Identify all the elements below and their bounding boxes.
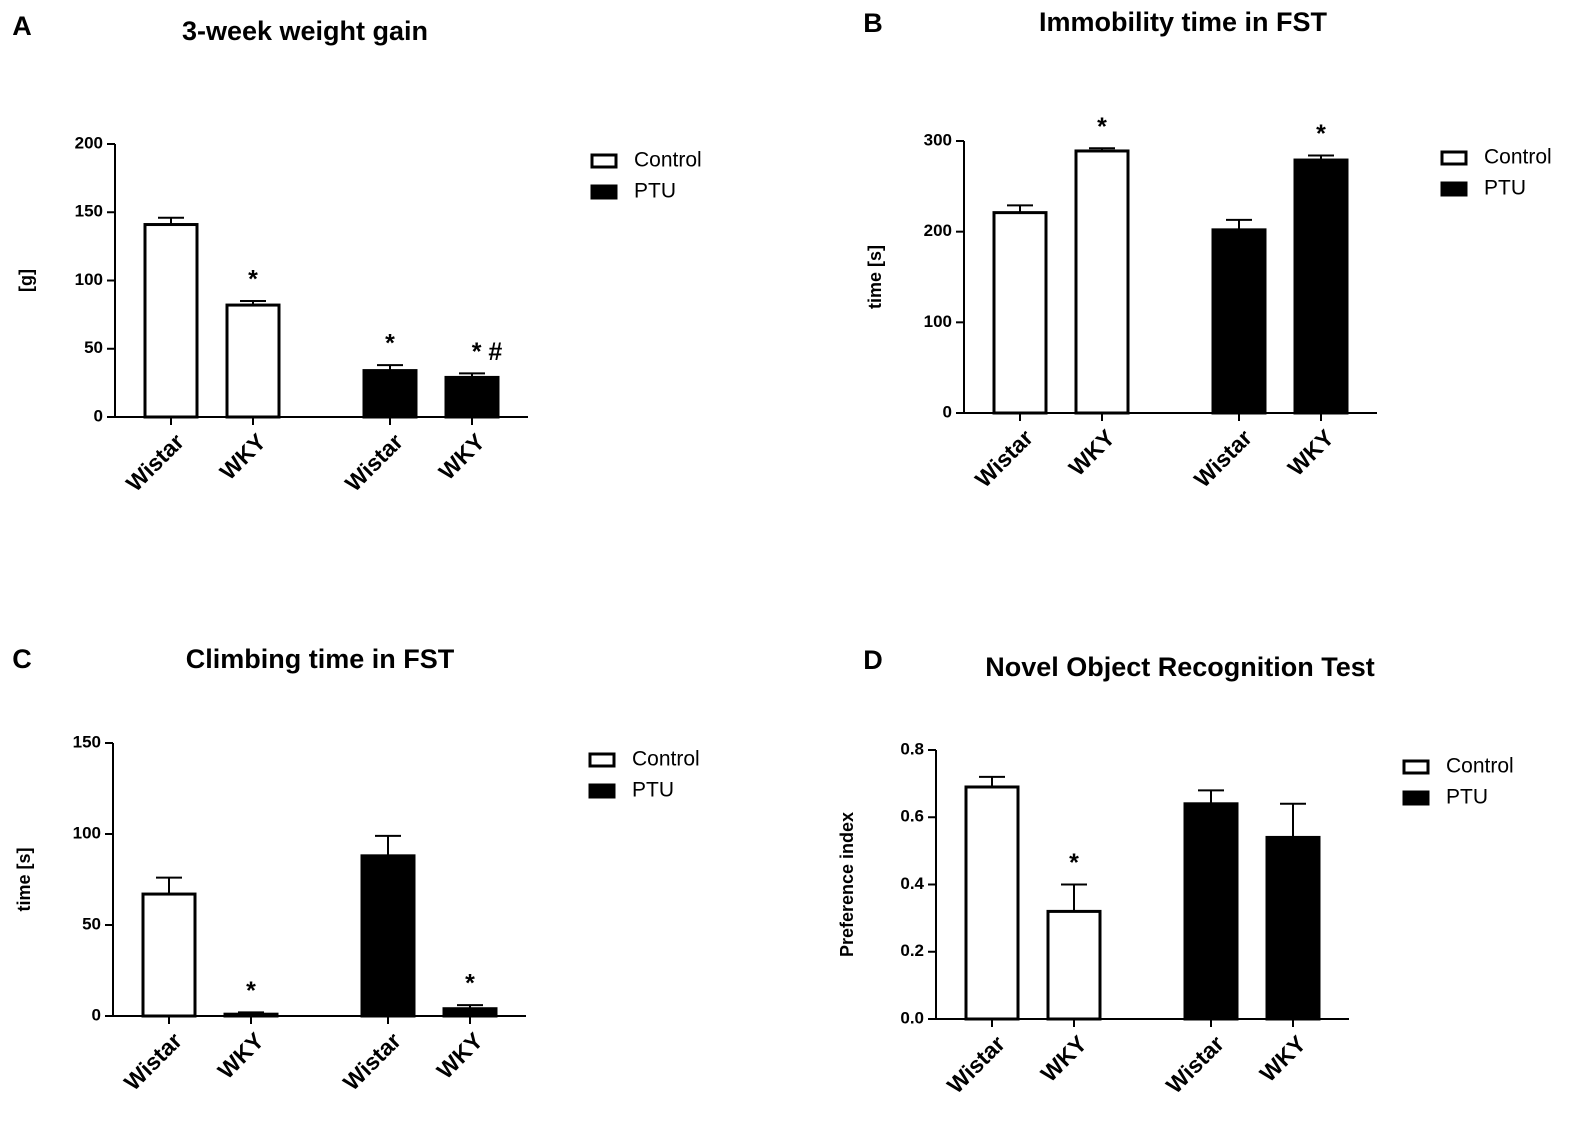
x-tick-label: WKY <box>431 1027 487 1083</box>
bar <box>141 892 197 1018</box>
y-tick-label: 100 <box>924 312 952 331</box>
y-tick-label: 200 <box>924 221 952 240</box>
y-axis-label: Preference index <box>837 812 857 957</box>
y-tick-label: 0 <box>94 406 103 425</box>
legend-label: PTU <box>1484 177 1526 200</box>
bar <box>1265 835 1321 1021</box>
legend-swatch <box>1440 181 1468 197</box>
y-tick-label: 150 <box>73 732 101 751</box>
y-tick-label: 0.4 <box>900 874 924 893</box>
bar <box>225 303 281 419</box>
y-tick-label: 0.6 <box>900 807 924 826</box>
x-tick-label: WKY <box>214 428 270 484</box>
bar <box>1293 158 1349 415</box>
y-tick-label: 150 <box>75 202 103 221</box>
x-tick-label: WKY <box>1063 424 1119 480</box>
legend-label: Control <box>634 149 702 172</box>
annotation: * <box>465 970 475 998</box>
x-tick-label: WKY <box>1254 1030 1310 1086</box>
panel-letter: A <box>12 11 32 41</box>
chart-title: 3-week weight gain <box>182 16 428 46</box>
panel: D Novel Object Recognition Test Preference… <box>837 645 1514 1098</box>
x-tick-label: Wistar <box>1189 424 1257 492</box>
bar <box>444 375 500 419</box>
x-tick-label: Wistar <box>970 424 1038 492</box>
y-tick-label: 300 <box>924 130 952 149</box>
annotation: * <box>246 977 256 1005</box>
y-tick-label: 0 <box>943 402 952 421</box>
x-tick-label: WKY <box>1035 1030 1091 1086</box>
legend-label: Control <box>1446 755 1514 778</box>
y-tick-label: 50 <box>84 338 103 357</box>
legend-label: PTU <box>1446 786 1488 809</box>
x-tick-label: WKY <box>1282 424 1338 480</box>
legend-label: PTU <box>634 180 676 203</box>
legend-label: PTU <box>632 779 674 802</box>
chart-title: Climbing time in FST <box>186 644 455 674</box>
annotation: * <box>1316 120 1326 148</box>
annotation: * <box>1069 849 1079 877</box>
y-tick-label: 0.8 <box>900 739 924 758</box>
y-tick-label: 0.2 <box>900 941 924 960</box>
panel: C Climbing time in FST time [s] 0 50 100 150 Wi… <box>12 644 699 1095</box>
legend-swatch <box>590 184 618 200</box>
bar <box>1211 228 1267 415</box>
y-tick-label: 100 <box>73 823 101 842</box>
x-tick-label: Wistar <box>121 428 189 496</box>
y-axis-label: time [s] <box>865 245 885 309</box>
bar <box>1183 802 1239 1021</box>
annotation: * <box>385 330 395 358</box>
legend-label: Control <box>632 748 700 771</box>
chart-title: Immobility time in FST <box>1039 7 1328 37</box>
annotation: * <box>248 266 258 294</box>
x-tick-label: WKY <box>212 1027 268 1083</box>
x-tick-label: Wistar <box>942 1030 1010 1098</box>
y-tick-label: 100 <box>75 270 103 289</box>
bar <box>1074 149 1130 415</box>
bar <box>143 223 199 419</box>
bar <box>992 211 1048 415</box>
panel: B Immobility time in FST time [s] 0 100 200 30… <box>863 7 1551 492</box>
x-tick-label: Wistar <box>119 1027 187 1095</box>
legend-swatch <box>1440 150 1468 166</box>
x-tick-label: Wistar <box>338 1027 406 1095</box>
chart-title: Novel Object Recognition Test <box>985 652 1375 682</box>
y-tick-label: 200 <box>75 133 103 152</box>
bar <box>442 1007 498 1018</box>
x-tick-label: Wistar <box>1161 1030 1229 1098</box>
legend-label: Control <box>1484 146 1552 169</box>
bar <box>223 1012 279 1018</box>
annotation: * <box>1097 113 1107 141</box>
panel-letter: C <box>12 644 32 674</box>
panel-letter: B <box>863 8 883 38</box>
y-axis-label: time [s] <box>14 847 34 911</box>
legend-swatch <box>588 783 616 799</box>
legend-swatch <box>1402 790 1430 806</box>
y-tick-label: 50 <box>82 914 101 933</box>
legend-swatch <box>590 153 618 169</box>
bar <box>360 854 416 1018</box>
legend-swatch <box>588 752 616 768</box>
panel-letter: D <box>863 645 883 675</box>
bar <box>1046 909 1102 1021</box>
y-tick-label: 0 <box>92 1005 101 1024</box>
panel: A 3-week weight gain [g] 0 50 100 150 200 Wistar… <box>12 11 701 496</box>
legend-swatch <box>1402 759 1430 775</box>
y-axis-label: [g] <box>16 269 36 292</box>
y-tick-label: 0.0 <box>900 1008 924 1027</box>
x-tick-label: WKY <box>433 428 489 484</box>
annotation: * # <box>472 338 503 366</box>
x-tick-label: Wistar <box>340 428 408 496</box>
bar <box>362 369 418 419</box>
bar <box>964 785 1020 1021</box>
